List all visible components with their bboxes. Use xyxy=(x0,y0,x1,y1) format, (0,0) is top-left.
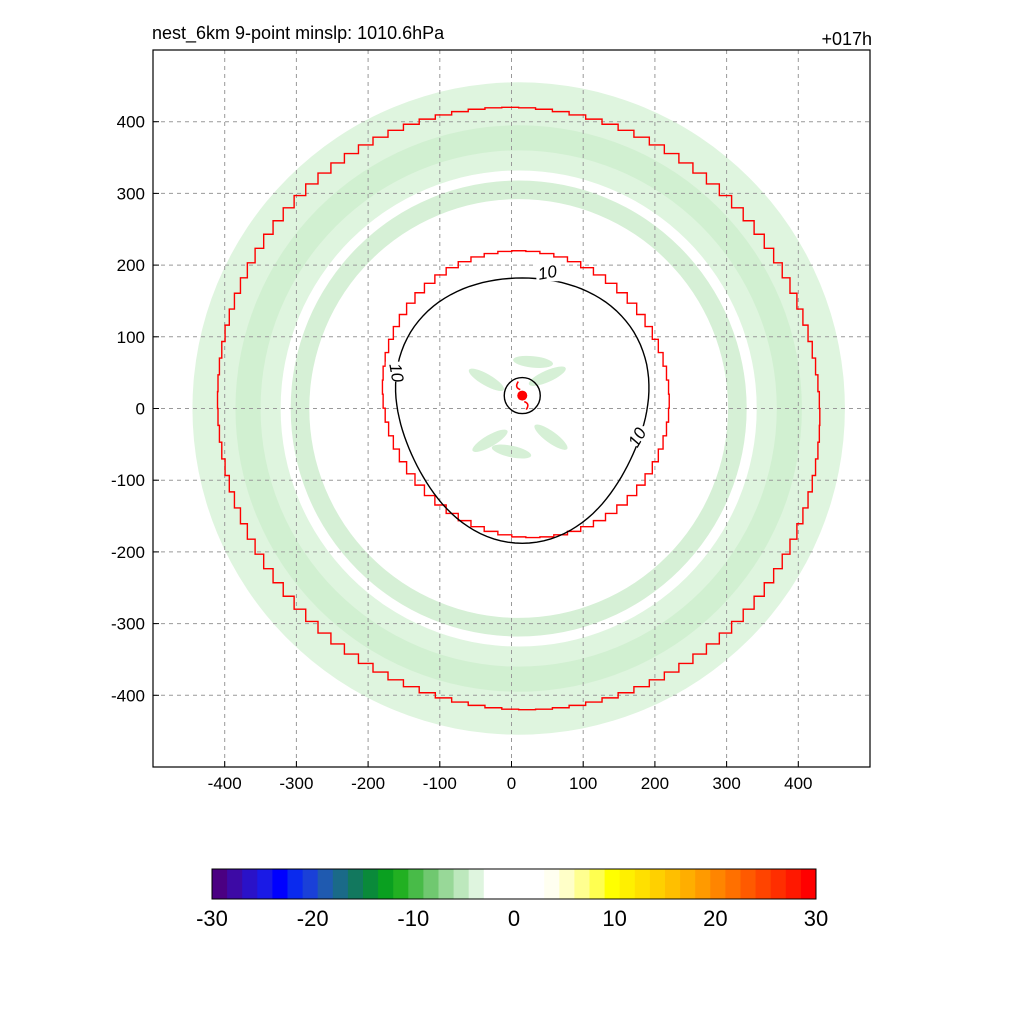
colorbar-swatch xyxy=(665,869,681,899)
colorbar-tick-label: 0 xyxy=(508,906,520,931)
x-axis-ticks: -400 -300 -200 -100 0 100 200 300 400 xyxy=(208,761,812,793)
colorbar-swatch xyxy=(227,869,243,899)
colorbar-swatch xyxy=(589,869,606,899)
colorbar-swatch xyxy=(785,869,802,899)
shaded-field xyxy=(192,82,845,735)
y-tick-label: 200 xyxy=(117,256,145,275)
colorbar-swatch xyxy=(649,869,666,899)
colorbar-swatch xyxy=(332,869,349,899)
colorbar-swatch xyxy=(257,869,273,899)
colorbar-swatch xyxy=(770,869,787,899)
y-tick-label: -400 xyxy=(111,686,145,705)
contour-label-bg xyxy=(625,426,648,447)
colorbar-swatch xyxy=(725,869,741,899)
contour-label: 10 xyxy=(385,362,407,384)
colorbar-swatch xyxy=(559,869,575,899)
contour-label-bg xyxy=(385,361,408,382)
colorbar-swatch xyxy=(272,869,288,899)
colorbar-swatch xyxy=(212,869,228,899)
storm-arm-bottom xyxy=(523,400,529,411)
x-tick-label: -200 xyxy=(351,774,385,793)
colorbar-tick-label: 20 xyxy=(703,906,727,931)
title-left: nest_6km 9-point minslp: 1010.6hPa xyxy=(152,23,445,44)
colorbar-swatch xyxy=(423,869,439,899)
x-tick-label: 200 xyxy=(641,774,669,793)
y-tick-label: 0 xyxy=(136,400,145,419)
shade-inner-band xyxy=(513,355,553,368)
colorbar-swatch xyxy=(347,869,364,899)
y-axis-ticks: -400 -300 -200 -100 0 100 200 300 400 xyxy=(111,113,159,705)
colorbar-swatch xyxy=(317,869,334,899)
shade-inner-band xyxy=(472,429,508,452)
colorbar-swatch xyxy=(619,869,636,899)
colorbar-swatch xyxy=(710,869,726,899)
colorbar-swatch xyxy=(800,869,817,899)
colorbar-swatch xyxy=(242,869,258,899)
colorbar-tick-label: -20 xyxy=(297,906,329,931)
colorbar-tick-label: 10 xyxy=(602,906,626,931)
inner-boundary-box xyxy=(381,250,670,539)
boundary-boxes xyxy=(216,106,821,711)
colorbar-swatch xyxy=(680,869,696,899)
colorbar xyxy=(211,868,817,900)
colorbar-swatch xyxy=(483,869,545,899)
colorbar-swatch xyxy=(604,869,621,899)
x-tick-label: -100 xyxy=(423,774,457,793)
y-tick-label: 300 xyxy=(117,184,145,203)
colorbar-swatch xyxy=(695,869,711,899)
x-tick-label: 100 xyxy=(569,774,597,793)
colorbar-swatch xyxy=(740,869,757,899)
y-tick-label: -100 xyxy=(111,471,145,490)
title-right: +017h xyxy=(821,29,872,49)
x-tick-label: 300 xyxy=(712,774,740,793)
shade-inner-band xyxy=(528,366,566,386)
y-tick-label: -300 xyxy=(111,615,145,634)
x-tick-label: 0 xyxy=(507,774,516,793)
shade-inner-band xyxy=(468,368,505,392)
colorbar-swatch xyxy=(378,869,394,899)
y-tick-label: -200 xyxy=(111,543,145,562)
colorbar-swatch xyxy=(634,869,651,899)
shade-inner-band xyxy=(534,424,568,450)
colorbar-swatch xyxy=(544,869,560,899)
colorbar-tick-labels: -30 -20 -10 0 10 20 30 xyxy=(196,906,828,931)
colorbar-swatch xyxy=(302,869,319,899)
x-tick-label: -400 xyxy=(208,774,242,793)
storm-arm-top xyxy=(515,381,521,391)
contour-label-bg xyxy=(536,261,559,282)
colorbar-tick-label: 30 xyxy=(804,906,828,931)
contour-line-10 xyxy=(394,277,650,545)
colorbar-swatch xyxy=(438,869,455,899)
outer-boundary-box xyxy=(216,106,821,711)
y-tick-label: 100 xyxy=(117,328,145,347)
colorbar-swatch xyxy=(363,869,379,899)
x-tick-label: -300 xyxy=(279,774,313,793)
colorbar-swatch xyxy=(393,869,409,899)
colorbar-tick-label: -10 xyxy=(397,906,429,931)
colorbar-tick-label: -30 xyxy=(196,906,228,931)
colorbar-swatch xyxy=(287,869,304,899)
colorbar-swatch xyxy=(453,869,470,899)
x-tick-label: 400 xyxy=(784,774,812,793)
contour-line-center xyxy=(503,376,541,415)
storm-symbol xyxy=(515,381,529,411)
colorbar-swatch xyxy=(574,869,590,899)
y-tick-label: 400 xyxy=(117,113,145,132)
colorbar-swatch xyxy=(468,869,485,899)
storm-center-dot xyxy=(517,390,528,401)
colorbar-frame xyxy=(211,868,817,900)
contour-label: 10 xyxy=(536,262,558,284)
colorbar-swatch xyxy=(408,869,424,899)
colorbar-swatch xyxy=(755,869,772,899)
